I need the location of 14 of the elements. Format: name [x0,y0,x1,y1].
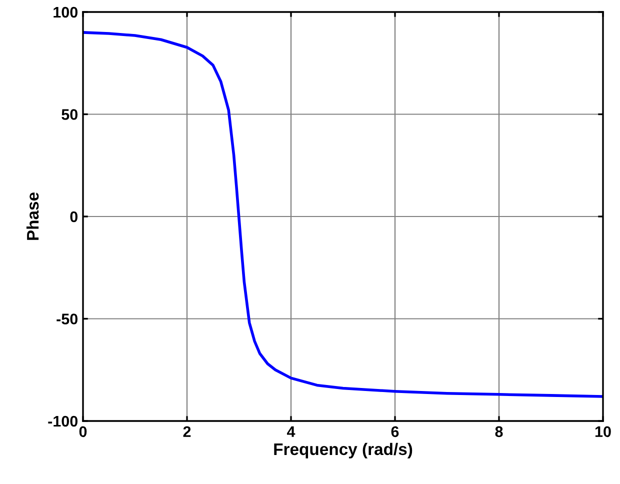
y-tick-label: 50 [62,109,78,120]
x-tick-label: 10 [595,426,611,438]
x-axis-title: Frequency (rad/s) [274,442,412,458]
x-tick-label: 2 [183,426,191,437]
x-tick-label: 6 [391,426,399,438]
x-tick-label: 8 [495,426,503,438]
y-tick-label: -50 [56,314,78,324]
y-tick-label: 0 [70,211,78,222]
y-tick-label: 100 [54,6,78,18]
x-tick-label: 4 [286,426,296,437]
y-axis-title: Phase [26,192,39,240]
line-series [83,31,603,398]
y-tick-label: -100 [48,416,78,427]
x-tick-label: 0 [79,426,87,438]
